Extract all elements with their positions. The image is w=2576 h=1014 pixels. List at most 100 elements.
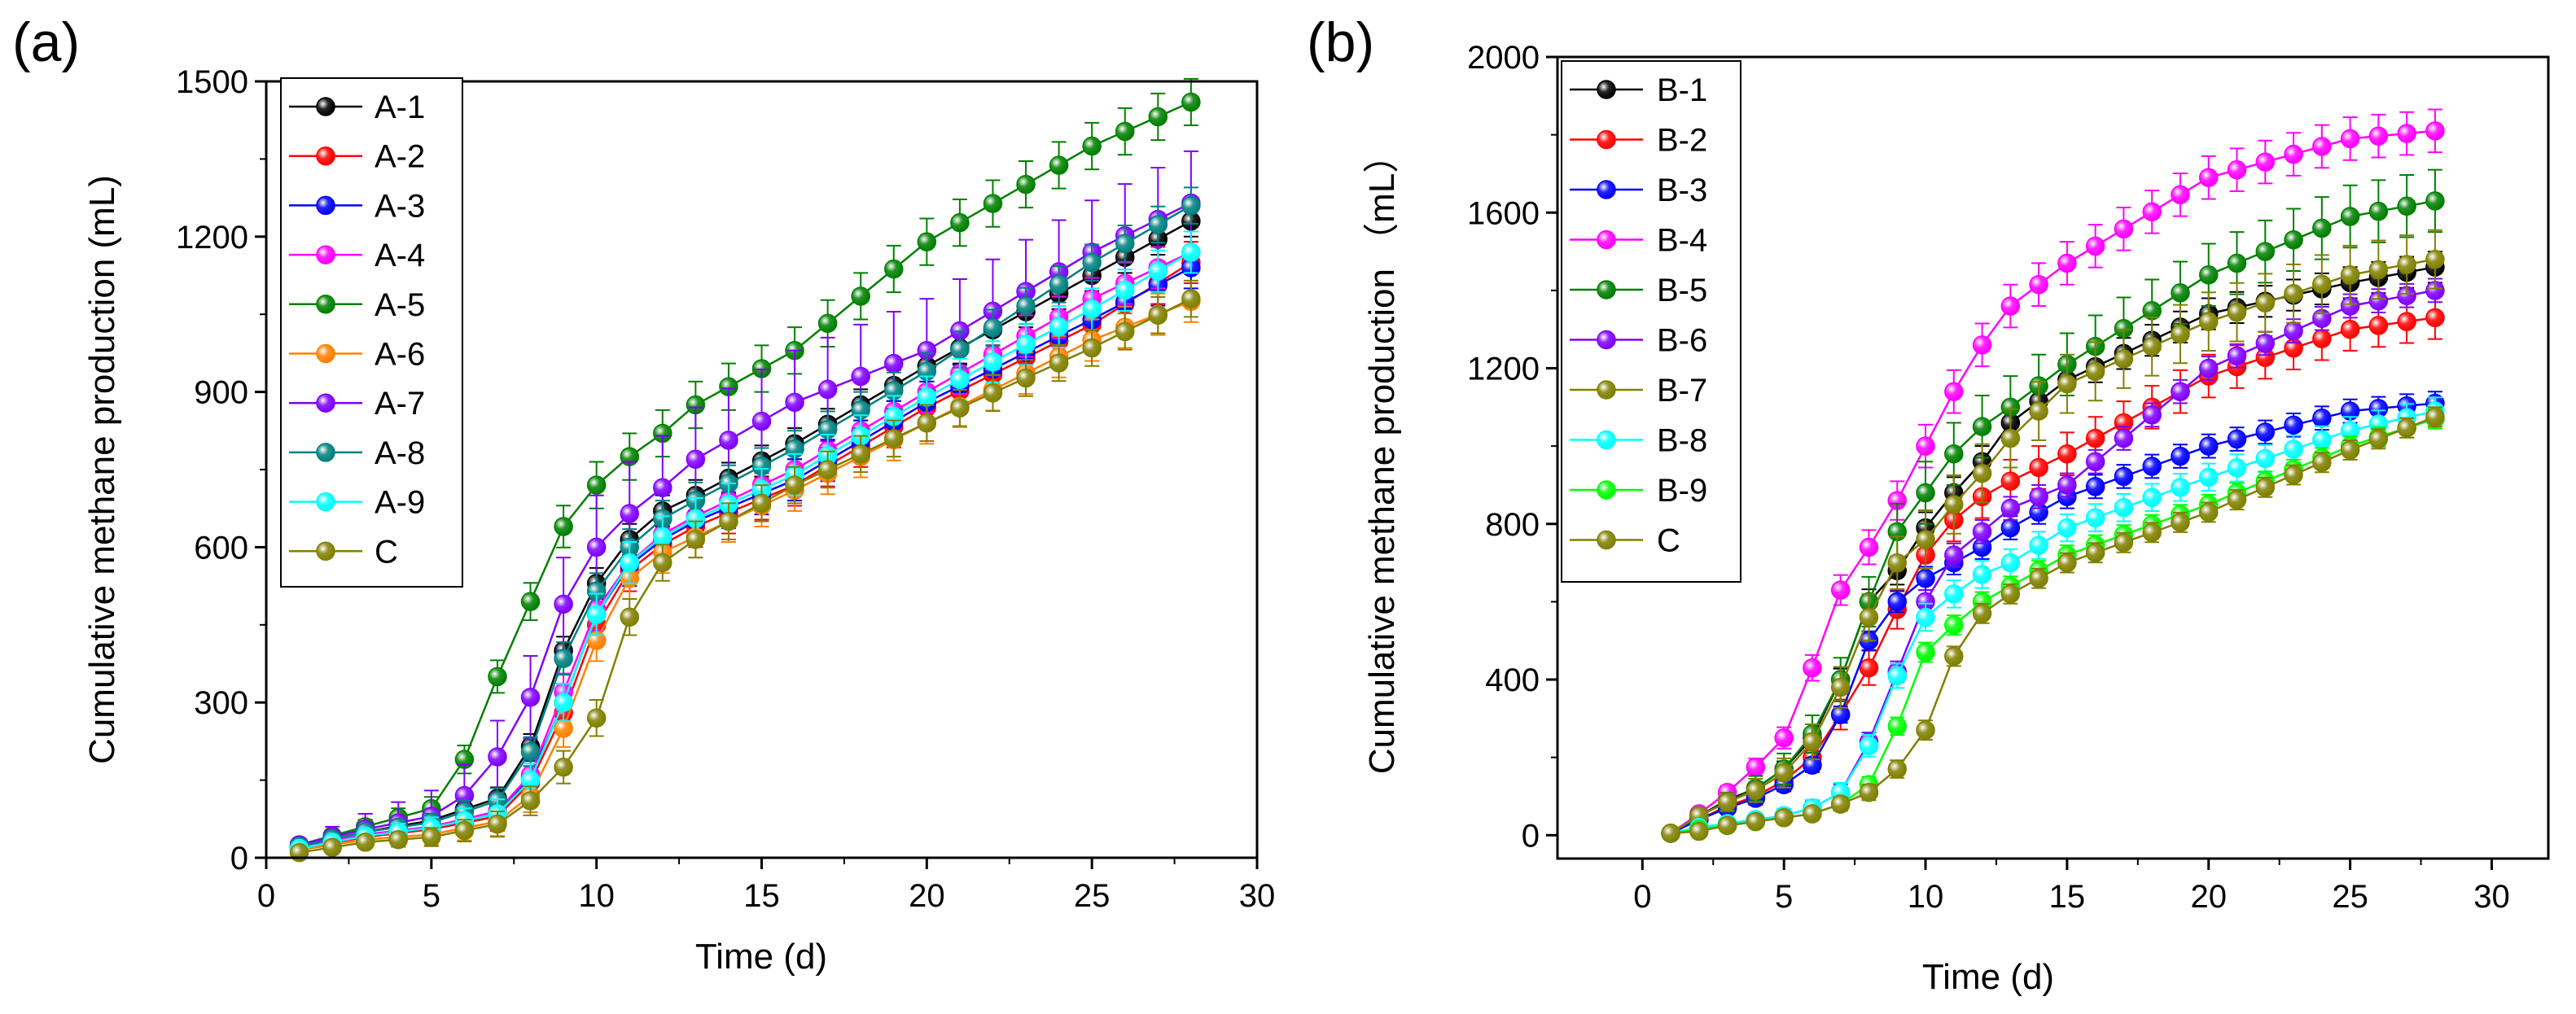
panel-b-legend-marker (1597, 430, 1616, 450)
panel-a-data-point (950, 339, 970, 360)
panel-a-y-axis-title: Cumulative methane production (mL) (82, 175, 122, 764)
panel-a-data-point (719, 431, 738, 450)
panel-b-data-point (2227, 346, 2247, 365)
panel-a-data-point (950, 369, 970, 390)
panel-b-data-point (1859, 658, 1879, 678)
panel-a-data-point (1181, 92, 1201, 112)
panel-b-data-point (2029, 487, 2048, 507)
panel-b-data-point (2255, 152, 2276, 172)
panel-a-series-line (299, 202, 1192, 846)
panel-a-data-point (1115, 321, 1135, 342)
panel-b-data-point (2425, 407, 2445, 427)
panel-b-data-point (2171, 513, 2190, 532)
panel-a-legend-marker (316, 97, 335, 116)
panel-a-series-line (299, 101, 1192, 846)
panel-b-data-point (2142, 487, 2162, 508)
panel-a-data-point (884, 353, 904, 374)
panel-a-data-point (554, 757, 573, 777)
panel-b-data-point (1830, 580, 1851, 600)
panel-b-data-point (1972, 335, 1992, 355)
panel-a-legend-marker (316, 245, 335, 264)
panel-b-y-tick-label: 2000 (1467, 40, 1540, 76)
panel-b-data-point (1887, 759, 1908, 779)
panel-b-data-point (2255, 448, 2276, 469)
panel-b-data-point (1830, 794, 1851, 814)
panel-b-data-point (2057, 374, 2077, 394)
panel-b-data-point (1972, 604, 1992, 623)
panel-b-series-C (1661, 406, 2445, 843)
panel-b-legend: B-1 B-2 B-3 B-4 B-5 B-6 B-7 B-8 B-9 C (1561, 60, 1741, 583)
panel-a-data-point (620, 504, 639, 523)
panel-b-data-point (1689, 821, 1709, 841)
panel-a-data-point (1148, 261, 1168, 281)
panel-a-data-point (554, 649, 573, 668)
panel-a-data-point (884, 429, 904, 448)
panel-b-data-point (2397, 196, 2416, 216)
panel-a-data-point (554, 719, 573, 738)
panel-b-data-point (2142, 457, 2162, 476)
panel-a-y-tick-label: 600 (194, 530, 248, 566)
panel-a-legend-label: A-8 (375, 435, 425, 471)
panel-b-data-point (2368, 260, 2389, 280)
panel-b-data-point (1830, 677, 1851, 697)
panel-b-data-point (2057, 253, 2077, 273)
panel-b-legend-marker (1597, 380, 1616, 400)
panel-a-data-point (917, 413, 937, 433)
panel-b-data-point (1774, 763, 1794, 783)
panel-a-data-point (355, 833, 375, 852)
panel-b-data-point (2227, 160, 2247, 180)
panel-a-data-point (322, 837, 342, 858)
panel-b-data-point (1774, 808, 1794, 828)
panel-b-data-point (1887, 716, 1908, 736)
panel-b-data-point (2142, 336, 2162, 356)
panel-a-data-point (1016, 368, 1036, 388)
panel-b-series-line (1670, 265, 2436, 834)
panel-a-legend-label: A-5 (375, 287, 425, 323)
panel-a-data-point (586, 708, 607, 728)
panel-b-legend-marker (1597, 180, 1616, 199)
panel-a-data-point (620, 607, 639, 627)
panel-b-data-point (1746, 757, 1766, 777)
panel-a-label: (a) (12, 11, 80, 73)
panel-b-data-point (1916, 568, 1935, 588)
panel-a-y-tick-label: 0 (230, 841, 248, 876)
panel-a-y-tick-label: 900 (194, 375, 248, 411)
panel-b-data-point (2397, 255, 2416, 274)
panel-b-data-point (2171, 324, 2190, 344)
panel-b-data-point (2227, 458, 2247, 478)
panel-a-data-point (950, 398, 970, 418)
panel-a-series-line (299, 261, 1192, 850)
panel-b-data-point (2085, 236, 2105, 256)
panel-b-data-point (1774, 728, 1794, 748)
panel-b-legend-marker (1597, 530, 1616, 550)
panel-a-legend-marker (316, 541, 335, 562)
panel-a-y-tick-label: 1500 (176, 64, 248, 100)
panel-b-legend-label: B-9 (1657, 473, 1707, 509)
panel-b-data-point (2284, 321, 2303, 341)
panel-a-data-point (1082, 136, 1102, 156)
panel-b-data-point (1972, 417, 1992, 436)
panel-b-data-point (2312, 408, 2332, 428)
panel-b-data-point (2397, 312, 2416, 331)
panel-b-y-tick-label: 0 (1522, 818, 1540, 854)
panel-b-data-point (2085, 428, 2105, 448)
panel-b-data-point (1972, 463, 1992, 483)
panel-b-series-line (1670, 409, 2436, 835)
panel-a-data-point (817, 460, 838, 479)
panel-a-data-point (1049, 274, 1069, 295)
panel-b-legend-label: B-5 (1657, 273, 1707, 308)
panel-b-data-point (1944, 545, 1964, 565)
panel-a-data-point (586, 605, 607, 624)
panel-b-data-point (2000, 518, 2021, 538)
panel-a-legend-label: A-6 (375, 337, 425, 373)
panel-b-data-point (2114, 466, 2134, 487)
panel-a-data-point (1016, 296, 1036, 316)
panel-a-data-point (653, 478, 672, 498)
panel-b-data-point (2085, 508, 2105, 527)
panel-b-data-point (2284, 144, 2303, 164)
panel-a-data-point (620, 553, 639, 573)
panel-b-legend-marker (1597, 330, 1616, 350)
panel-a-data-point (520, 791, 541, 811)
panel-b-data-point (2340, 129, 2360, 149)
